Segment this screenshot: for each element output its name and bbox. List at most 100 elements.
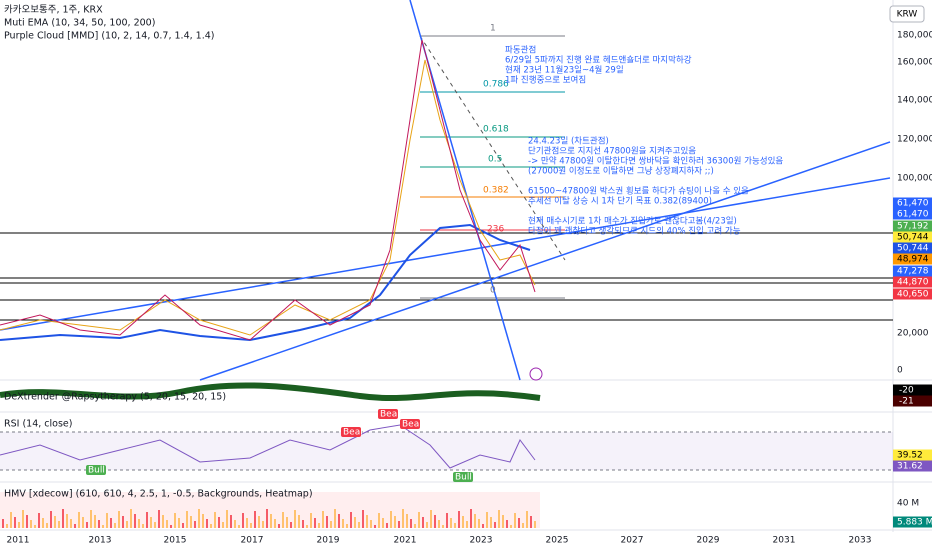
volume-bar [474,514,476,528]
time-axis-label: 2029 [697,536,720,546]
annotation: -> 만약 47800원 이탈한다면 쌍바닥을 확인하러 36300원 가능성있… [528,156,783,167]
volume-bar [338,514,340,528]
price-tag [893,384,932,396]
price-tag-label: 5.883 M [897,518,932,528]
volume-bar [74,524,76,528]
currency-box [889,5,925,23]
volume-bar [258,516,260,528]
time-axis-label: 2017 [241,536,264,546]
indicator-label: HMV [xdecow] (610, 610, 4, 2.5, 1, -0.5,… [4,489,313,500]
price-tag-label: 61,470 [897,210,929,220]
indicator-label: RSI (14, close) [4,419,72,430]
volume-bar [262,521,264,528]
volume-bar [158,510,160,528]
volume-bar [458,511,460,528]
volume-bar [426,522,428,528]
volume-bar [450,518,452,528]
volume-bar [18,522,20,528]
event-icon [529,367,543,381]
volume-bar [278,524,280,528]
volume-bar [154,522,156,528]
annotation: 현재 매수시기로 1차 매수가 진입가로 괜찮다고봄(4/23일) [528,216,737,227]
volume-bar [374,525,376,528]
volume-bar [270,514,272,528]
volume-bar [382,518,384,528]
volume-bar [354,517,356,528]
volume-bar [418,512,420,528]
volume-bar [38,513,40,528]
fib-label: 1 [490,24,496,34]
volume-bar [214,512,216,528]
volume-bar [298,515,300,528]
volume-bar [386,523,388,528]
currency: KRW [897,10,918,20]
annotation: 파동관점 [505,45,536,56]
volume-bar [106,513,108,528]
price-axis-label: 20,000 [897,329,929,339]
time-axis-label: 2033 [849,536,872,546]
volume-bar [66,514,68,528]
volume-bar [254,511,256,528]
signal-label: Bull [455,473,472,483]
volume-bar [142,524,144,528]
volume-bar [330,521,332,528]
volume-bar [210,524,212,528]
fib-label: 0.618 [483,125,509,135]
volume-bar [454,523,456,528]
time-axis-label: 2011 [7,536,30,546]
volume-bar [318,523,320,528]
volume-bar [402,509,404,528]
price-tag [893,395,932,407]
price-tag [893,265,932,277]
volume-bar [502,515,504,528]
volume-bar [78,512,80,528]
volume-bar [462,516,464,528]
price-tag [893,253,932,265]
price-axis-label: 140,000 [897,96,932,106]
signal-label: Bear [380,410,401,420]
volume-bar [58,521,60,528]
volume-bar [410,519,412,528]
signal-badge [378,409,398,419]
fib-label: 236 [487,225,504,235]
volume-bar [186,511,188,528]
price-tag [893,449,932,461]
volume-bar [478,519,480,528]
time-axis-label: 2013 [89,536,112,546]
volume-bar [42,518,44,528]
volume-bar [82,517,84,528]
dex-band [0,382,541,402]
price-line [0,39,536,341]
volume-bar [346,524,348,528]
volume-bar [334,509,336,528]
volume-bar [118,511,120,528]
price-tag [893,220,932,232]
volume-bar [430,510,432,528]
volume-bar [250,523,252,528]
volume-bar [114,523,116,528]
time-axis-label: 2027 [621,536,644,546]
price-tag-label: 31.62 [897,462,923,472]
volume-bar [162,515,164,528]
volume-bar [46,523,48,528]
volume-bar [442,525,444,528]
annotation: 타점이 꽤 괜찮다고 생각되므로 시드의 40% 진입 고려 가능 [528,226,741,237]
volume-bar [282,512,284,528]
volume-bar [366,515,368,528]
generated: 카카오보통주, 1주, KRX Muti EMA (10, 34, 50, 100… [2,5,932,546]
signal-badge [341,427,361,437]
price-axis-label: 100,000 [897,174,932,184]
volume-bar [230,515,232,528]
volume-bar [238,525,240,528]
volume-bar [514,513,516,528]
price-tag [893,242,932,254]
volume-bar [394,516,396,528]
time-axis-label: 2015 [164,536,187,546]
volume-bar [518,518,520,528]
volume-bar [414,524,416,528]
price-tag [893,516,932,528]
volume-bar [322,511,324,528]
volume-bar [234,520,236,528]
volume-bar [226,510,228,528]
